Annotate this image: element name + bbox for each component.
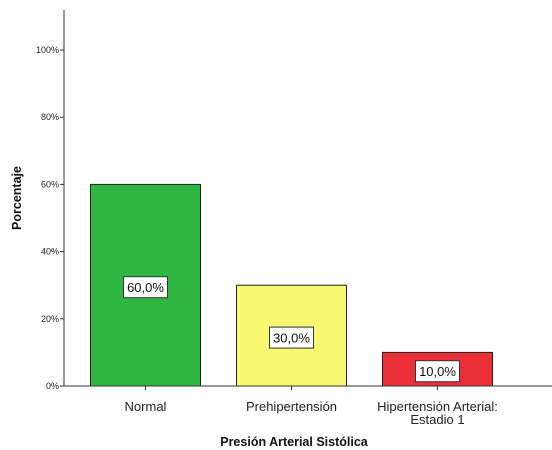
x-axis-tick-labels: Normal Prehipertensión Hipertensión Arteri…: [125, 386, 498, 427]
x-axis-title: Presión Arterial Sistólica: [220, 435, 369, 449]
bar-data-label-box: [269, 326, 314, 349]
y-tick-label: 0%: [46, 381, 59, 391]
bar-data-label: 60,0%: [127, 280, 164, 295]
y-axis-title: Porcentaje: [10, 166, 24, 230]
y-tick-label: 100%: [36, 45, 59, 55]
bar-data-label-box: [415, 360, 460, 383]
bars: 60,0% 30,0% 10,0%: [90, 183, 493, 387]
bar-data-label: 30,0%: [273, 331, 310, 346]
x-tick-label: Normal: [125, 399, 167, 414]
y-tick-label: 80%: [41, 112, 59, 122]
y-tick-label: 20%: [41, 314, 59, 324]
y-axis-ticks: 0% 20% 40% 60% 80% 100%: [36, 45, 64, 391]
x-tick-label: Prehipertensión: [246, 399, 337, 414]
y-tick-label: 40%: [41, 247, 59, 257]
y-tick-label: 60%: [41, 179, 59, 189]
x-tick-label: Hipertensión Arterial: Estadio 1: [377, 399, 498, 427]
bar-data-label: 10,0%: [419, 364, 456, 379]
bar-data-label-box: [123, 276, 168, 299]
